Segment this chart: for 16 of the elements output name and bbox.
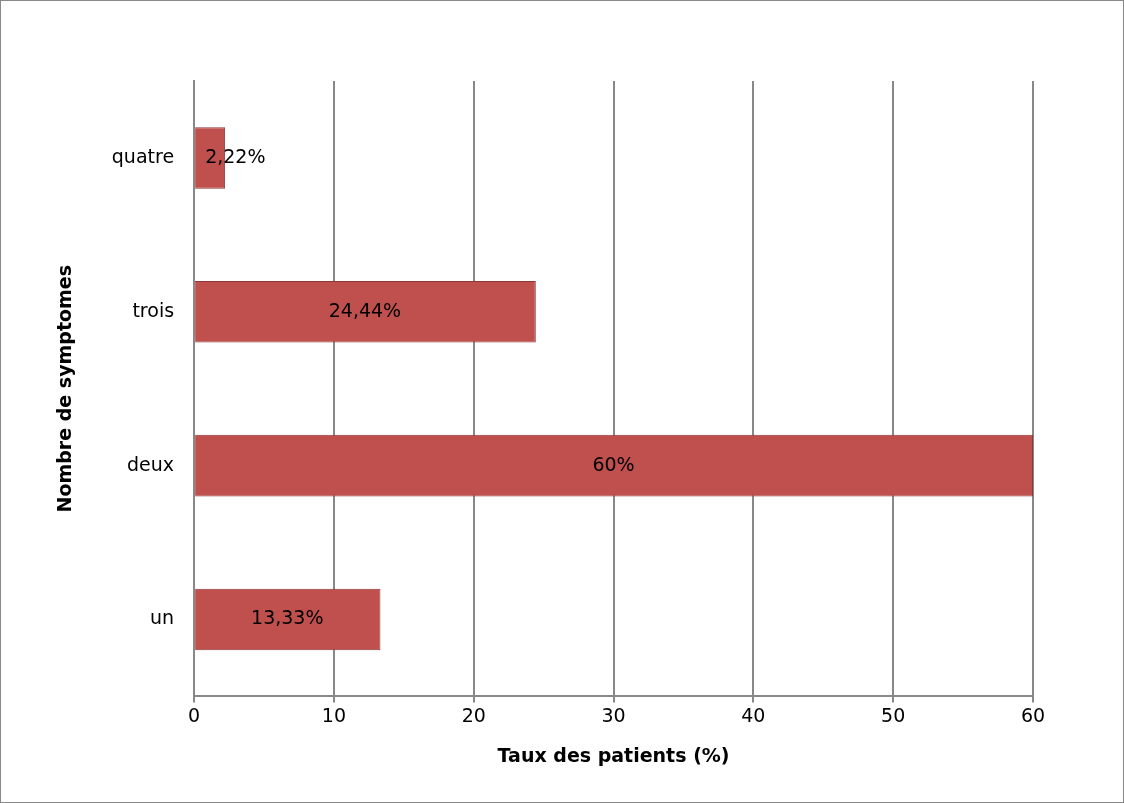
x-tick-label: 0 [188, 703, 201, 726]
data-label: 24,44% [328, 298, 402, 321]
x-tick-label: 40 [741, 703, 766, 726]
y-tick-label: un [149, 606, 175, 629]
x-tick-label: 60 [1020, 703, 1046, 726]
y-tick-label: deux [127, 452, 175, 475]
x-tick-label: 50 [881, 703, 906, 726]
y-tick-label: trois [132, 298, 175, 321]
data-label: 60% [592, 452, 635, 475]
y-tick-label: quatre [111, 144, 175, 167]
y-axis-title: Nombre de symptomes [53, 264, 76, 513]
x-tick-label: 10 [321, 703, 346, 726]
x-tick-label: 20 [461, 703, 486, 726]
x-axis-title: Taux des patients (%) [497, 743, 730, 766]
x-tick-label: 30 [601, 703, 626, 726]
data-label: 13,33% [251, 606, 324, 629]
